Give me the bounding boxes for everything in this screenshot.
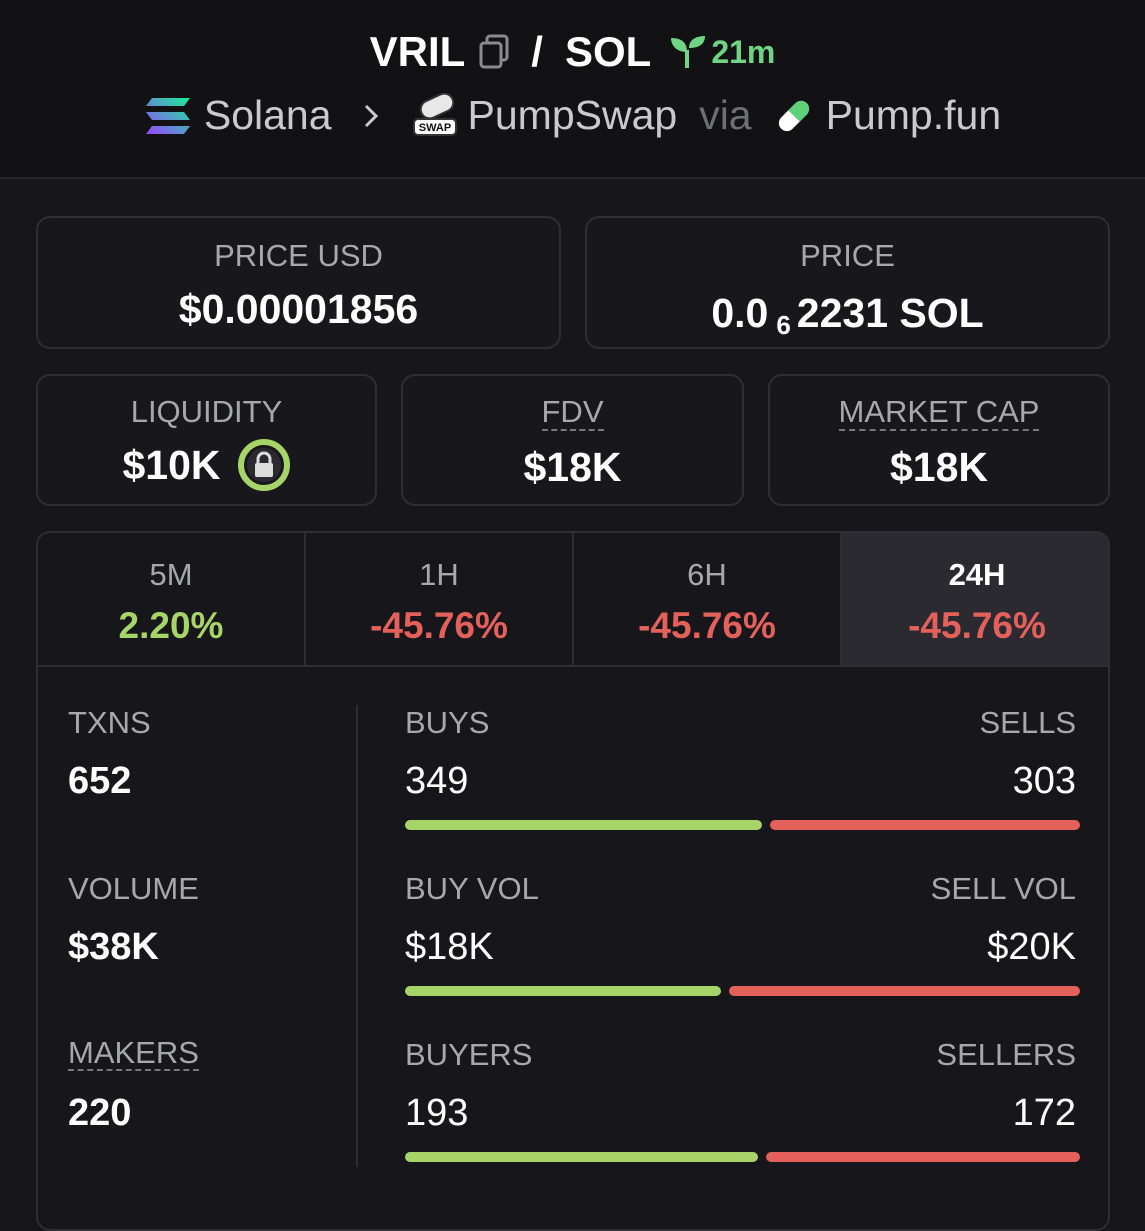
solana-logo: [145, 97, 190, 134]
tab-label: 1H: [419, 557, 459, 592]
sell-bar: [770, 820, 1080, 830]
lock-icon: [237, 439, 290, 491]
buy-bar: [405, 986, 721, 996]
liquidity-card: LIQUIDITY $10K: [36, 374, 377, 506]
dex[interactable]: PumpSwap: [467, 92, 678, 138]
stat-label: SELLS: [979, 705, 1076, 740]
timeframe-tab[interactable]: 5M 2.20%: [38, 533, 306, 667]
copy-icon[interactable]: [477, 32, 513, 72]
card-value: 0.0 6 2231 SOL: [587, 286, 1108, 341]
svg-text:SWAP: SWAP: [418, 122, 450, 134]
pair-title: VRIL / SOL 21m: [0, 28, 1145, 76]
stat-label: VOLUME: [68, 871, 199, 906]
stat-value: 349: [405, 760, 469, 802]
stats-panel: 5M 2.20% 1H -45.76% 6H -45.76% 24H -45.76% TXNS 6…: [36, 531, 1110, 1231]
stat-value: $38K: [68, 926, 159, 968]
timeframe-tab[interactable]: 6H -45.76%: [574, 533, 842, 667]
stat-label: TXNS: [68, 705, 151, 740]
launchpad[interactable]: Pump.fun: [825, 92, 1002, 138]
price-rest: 2231 SOL: [796, 290, 984, 336]
timeframe-tab[interactable]: 24H -45.76%: [842, 533, 1108, 667]
stat-label: SELL VOL: [930, 871, 1076, 906]
base-token: VRIL: [369, 28, 466, 75]
price-card: PRICE 0.0 6 2231 SOL: [585, 216, 1110, 349]
tab-change: -45.76%: [370, 605, 508, 646]
market-cap-card: MARKET CAP $18K: [768, 374, 1110, 506]
header: VRIL / SOL 21m Solana SWAP PumpSwap via …: [0, 0, 1145, 179]
stat-label: BUYS: [405, 705, 490, 740]
route: Solana SWAP PumpSwap via Pump.fun: [0, 92, 1145, 139]
stat-value: $18K: [405, 926, 494, 968]
stat-label: SELLERS: [936, 1037, 1076, 1072]
fdv-card: FDV $18K: [401, 374, 744, 506]
tab-label: 6H: [687, 557, 727, 592]
sprout-icon: [671, 36, 706, 68]
tab-change: -45.76%: [638, 605, 776, 646]
sell-bar: [728, 986, 1080, 996]
timeframe-tab[interactable]: 1H -45.76%: [306, 533, 574, 667]
tab-label: 5M: [149, 557, 193, 592]
card-label: PRICE: [800, 238, 895, 273]
card-value: $18K: [523, 444, 622, 490]
pumpswap-logo: SWAP: [412, 92, 457, 136]
stat-value: $20K: [987, 926, 1076, 968]
quote-token: SOL: [564, 28, 652, 75]
sell-bar: [765, 1152, 1080, 1162]
price-zero-count: 6: [776, 310, 791, 340]
card-value: $10K: [122, 441, 221, 488]
buy-bar: [405, 820, 763, 830]
stat-label: MAKERS: [68, 1035, 199, 1071]
pair-age: 21m: [711, 33, 776, 70]
card-label: PRICE USD: [214, 238, 383, 273]
card-label: LIQUIDITY: [130, 394, 283, 429]
card-value: $18K: [889, 444, 988, 490]
card-label: MARKET CAP: [838, 394, 1040, 431]
price-lead: 0.0: [711, 290, 769, 336]
tab-change: -45.76%: [908, 605, 1046, 646]
card-label: FDV: [541, 394, 604, 431]
stat-value: 193: [405, 1092, 469, 1134]
via: via: [699, 92, 752, 138]
pumpfun-logo: [778, 100, 809, 131]
buy-bar: [405, 1152, 758, 1162]
stat-value: 220: [68, 1092, 132, 1134]
chain[interactable]: Solana: [203, 92, 332, 138]
chevron: [364, 104, 378, 127]
stat-value: 652: [68, 760, 132, 802]
tab-label: 24H: [948, 557, 1006, 592]
tab-change: 2.20%: [118, 605, 224, 646]
price-usd-card: PRICE USD $0.00001856: [36, 216, 561, 349]
stat-label: BUYERS: [405, 1037, 533, 1072]
card-value: $0.00001856: [178, 286, 419, 332]
divider: [356, 705, 358, 1167]
separator: /: [531, 28, 543, 75]
stat-value: 303: [1012, 760, 1076, 802]
stat-label: BUY VOL: [405, 871, 539, 906]
stat-value: 172: [1012, 1092, 1076, 1134]
